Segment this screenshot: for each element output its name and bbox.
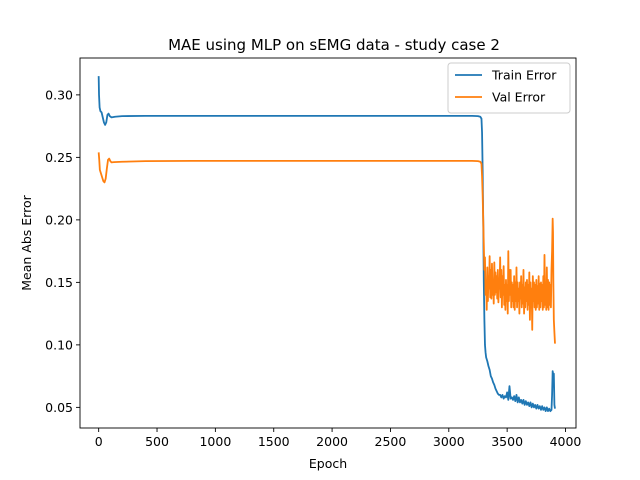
legend-label-train-error: Train Error [491, 68, 557, 83]
y-tick-label: 0.30 [45, 87, 73, 102]
plot-frame [79, 57, 577, 429]
legend-label-val-error: Val Error [492, 90, 546, 105]
y-tick-label: 0.15 [45, 275, 73, 290]
series-layer [97, 76, 556, 413]
x-tick-label: 1500 [258, 434, 290, 449]
x-tick-label: 3000 [433, 434, 465, 449]
legend: Train Error Val Error [447, 62, 571, 114]
x-axis-label: Epoch [309, 456, 347, 471]
y-tick-label: 0.05 [45, 400, 73, 415]
x-tick-label: 4000 [550, 434, 582, 449]
x-tick-label: 2000 [316, 434, 348, 449]
x-tick-label: 1000 [199, 434, 231, 449]
y-axis: 0.05 0.10 0.15 0.20 0.25 0.30 [45, 87, 80, 415]
series-line-val-error [97, 152, 556, 344]
x-tick-label: 3500 [491, 434, 523, 449]
x-tick-label: 2500 [375, 434, 407, 449]
x-tick-label: 500 [145, 434, 169, 449]
y-tick-label: 0.10 [45, 337, 73, 352]
y-axis-label: Mean Abs Error [19, 194, 34, 290]
y-tick-label: 0.25 [45, 150, 73, 165]
series-line-train-error [97, 76, 556, 413]
y-tick-label: 0.20 [45, 212, 73, 227]
x-axis: 0 500 1000 1500 2000 2500 3000 3500 4000 [95, 428, 582, 449]
chart-title: MAE using MLP on sEMG data - study case … [168, 36, 500, 54]
x-tick-label: 0 [95, 434, 103, 449]
